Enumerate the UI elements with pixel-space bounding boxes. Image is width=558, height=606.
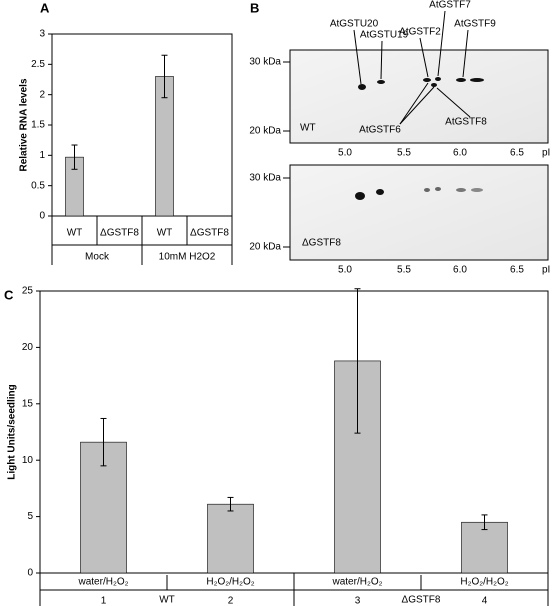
pi-tick: 5.0 xyxy=(338,148,352,159)
protein-label: AtGSTF2 xyxy=(399,27,441,38)
y-tick-label: 3 xyxy=(39,29,45,40)
pi-tick: 6.0 xyxy=(453,265,467,276)
pi-tick: 5.0 xyxy=(338,265,352,276)
x-tick-label: H₂O₂/H₂O₂ xyxy=(206,577,254,588)
x-tick-label: ΔGSTF8 xyxy=(100,228,139,239)
panel-label: B xyxy=(250,0,259,15)
y-tick-label: 5 xyxy=(27,511,33,522)
y-axis-title: Relative RNA levels xyxy=(19,78,30,171)
category-number: 2 xyxy=(228,596,234,606)
x-tick-label: ΔGSTF8 xyxy=(190,228,229,239)
protein-label: AtGSTU19 xyxy=(360,30,409,41)
gel-bottom xyxy=(289,164,549,261)
group-label: 10mM H2O2 xyxy=(159,252,216,263)
protein-label: AtGSTF6 xyxy=(359,125,401,136)
protein-label: AtGSTF9 xyxy=(454,19,496,30)
y-tick-label: 25 xyxy=(22,286,34,297)
gel-spots xyxy=(355,77,484,200)
group-label: WT xyxy=(159,595,175,606)
protein-label: AtGSTU20 xyxy=(330,19,379,30)
x-tick-label: WT xyxy=(67,228,83,239)
pi-tick: 5.5 xyxy=(397,265,411,276)
y-tick-label: 0 xyxy=(39,211,45,222)
panel-label: C xyxy=(4,287,14,302)
y-tick-label: 1 xyxy=(39,150,45,161)
pi-label: pI xyxy=(542,265,550,276)
x-tick-label: water/H₂O₂ xyxy=(332,577,383,588)
x-tick-label: water/H₂O₂ xyxy=(78,577,129,588)
y-tick-label: 0.5 xyxy=(31,180,45,191)
y-tick-label: 1.5 xyxy=(31,120,45,131)
bar xyxy=(461,521,508,574)
mw-marker: 20 kDa xyxy=(249,242,281,253)
mw-marker: 20 kDa xyxy=(249,126,281,137)
pi-tick: 5.5 xyxy=(397,148,411,159)
bar xyxy=(207,503,254,574)
category-number: 3 xyxy=(355,596,361,606)
pi-tick: 6.5 xyxy=(510,265,524,276)
category-number: 4 xyxy=(482,596,488,606)
panel-label: A xyxy=(40,0,50,15)
x-tick-label: WT xyxy=(157,228,173,239)
y-tick-label: 15 xyxy=(22,398,34,409)
mw-marker: 30 kDa xyxy=(249,57,281,68)
genotype-label: ΔGSTF8 xyxy=(302,238,341,249)
mw-marker: 30 kDa xyxy=(249,173,281,184)
group-label: ΔGSTF8 xyxy=(402,595,441,606)
y-axis-title: Light Units/seedling xyxy=(7,384,18,480)
pi-tick: 6.5 xyxy=(510,148,524,159)
y-tick-label: 20 xyxy=(22,342,34,353)
x-tick-label: H₂O₂/H₂O₂ xyxy=(460,577,508,588)
pi-tick: 6.0 xyxy=(453,148,467,159)
y-tick-label: 2.5 xyxy=(31,59,45,70)
pi-label: pI xyxy=(542,148,550,159)
y-tick-label: 2 xyxy=(39,89,45,100)
gel-pointers xyxy=(283,10,471,248)
y-tick-label: 0 xyxy=(27,568,33,579)
group-label: Mock xyxy=(85,252,110,263)
category-number: 1 xyxy=(101,596,107,606)
protein-label: AtGSTF7 xyxy=(429,0,471,11)
y-tick-label: 10 xyxy=(22,455,34,466)
genotype-label: WT xyxy=(300,123,316,134)
protein-label: AtGSTF8 xyxy=(445,117,487,128)
